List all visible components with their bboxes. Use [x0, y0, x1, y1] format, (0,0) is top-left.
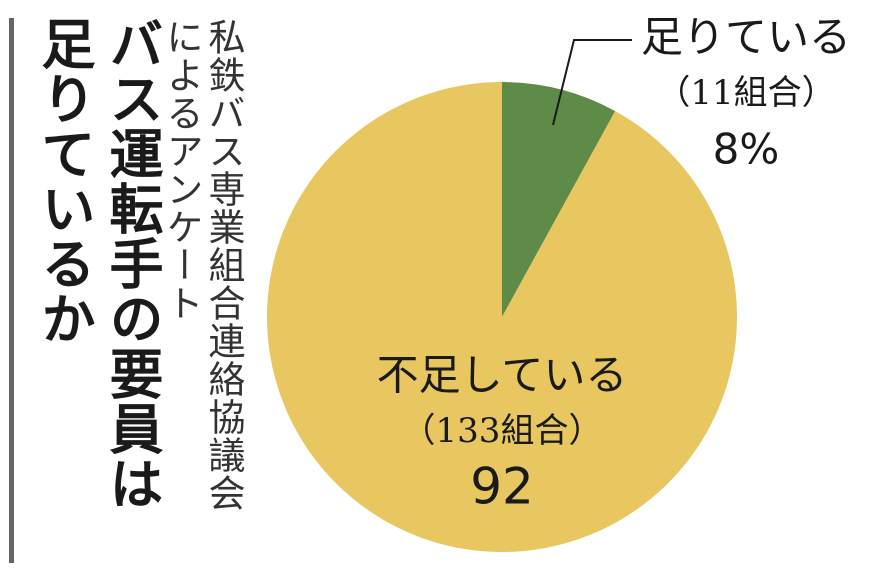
pie-slice [502, 82, 616, 317]
side-bar [9, 18, 14, 563]
slice-label: 足りている [641, 13, 851, 62]
leader-line [552, 39, 632, 126]
value-label: 8% [713, 125, 780, 174]
subtitle-line: によるアンケート [160, 18, 203, 322]
title-line: バス運転手の要員は [100, 16, 163, 511]
value-label: 92 [470, 458, 534, 516]
slice-group: （133組合） [402, 411, 603, 451]
slice-group: （11組合） [656, 73, 835, 113]
pie-slice [266, 82, 737, 552]
title-line: 足りているか [32, 16, 95, 346]
subtitle-line: 私鉄バス専業組合連絡協議会 [202, 18, 245, 512]
slice-label: 不足している [377, 351, 628, 400]
